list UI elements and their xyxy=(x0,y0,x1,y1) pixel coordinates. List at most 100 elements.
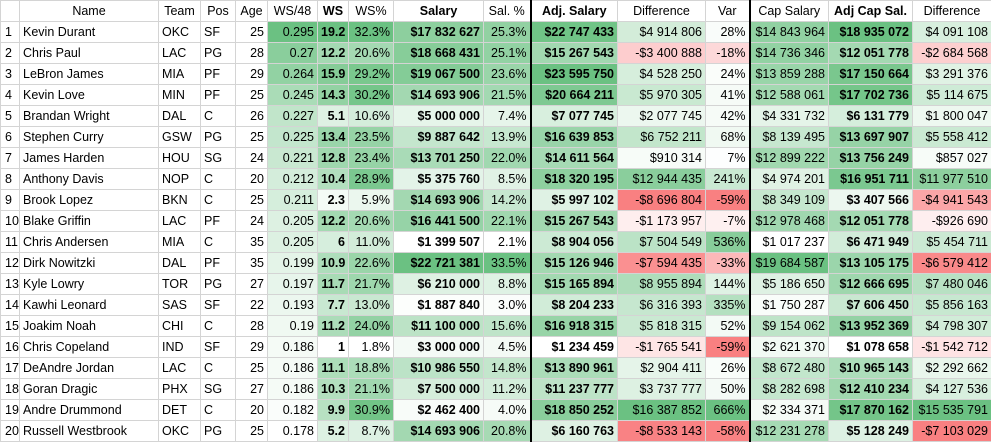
cell-adj-salary[interactable]: $15 126 946 xyxy=(531,253,618,274)
cell-ws48[interactable]: 0.193 xyxy=(268,295,318,316)
cell-position[interactable]: PG xyxy=(201,43,236,64)
cell-sal-pct[interactable]: 20.8% xyxy=(484,421,531,442)
cell-cap-difference[interactable]: -$1 542 712 xyxy=(913,337,991,358)
cell-ws-pct[interactable]: 30.2% xyxy=(349,85,394,106)
cell-adj-cap-salary[interactable]: $6 131 779 xyxy=(829,106,913,127)
cell-sal-pct[interactable]: 25.1% xyxy=(484,43,531,64)
cell-team[interactable]: TOR xyxy=(159,274,201,295)
cell-row-index[interactable]: 9 xyxy=(1,190,20,211)
cell-sal-pct[interactable]: 22.0% xyxy=(484,148,531,169)
cell-team[interactable]: MIN xyxy=(159,85,201,106)
cell-salary[interactable]: $16 441 500 xyxy=(394,211,484,232)
cell-position[interactable]: PF xyxy=(201,64,236,85)
cell-age[interactable]: 28 xyxy=(236,43,268,64)
cell-ws-pct[interactable]: 1.8% xyxy=(349,337,394,358)
cell-row-index[interactable]: 7 xyxy=(1,148,20,169)
cell-salary[interactable]: $7 500 000 xyxy=(394,379,484,400)
cell-ws48[interactable]: 0.186 xyxy=(268,337,318,358)
cell-difference[interactable]: $2 904 411 xyxy=(618,358,706,379)
cell-position[interactable]: SF xyxy=(201,22,236,43)
cell-sal-pct[interactable]: 15.6% xyxy=(484,316,531,337)
cell-position[interactable]: C xyxy=(201,358,236,379)
cell-ws48[interactable]: 0.186 xyxy=(268,379,318,400)
cell-ws48[interactable]: 0.205 xyxy=(268,232,318,253)
cell-var[interactable]: 7% xyxy=(706,148,750,169)
cell-ws-pct[interactable]: 20.6% xyxy=(349,43,394,64)
cell-ws-pct[interactable]: 21.7% xyxy=(349,274,394,295)
cell-salary[interactable]: $11 100 000 xyxy=(394,316,484,337)
cell-sal-pct[interactable]: 11.2% xyxy=(484,379,531,400)
col-header-ws-pct[interactable]: WS% xyxy=(349,1,394,22)
col-header-team[interactable]: Team xyxy=(159,1,201,22)
cell-sal-pct[interactable]: 3.0% xyxy=(484,295,531,316)
cell-adj-salary[interactable]: $16 639 853 xyxy=(531,127,618,148)
cell-team[interactable]: LAC xyxy=(159,211,201,232)
col-header-var[interactable]: Var xyxy=(706,1,750,22)
cell-adj-salary[interactable]: $1 234 459 xyxy=(531,337,618,358)
col-header-salary[interactable]: Salary xyxy=(394,1,484,22)
cell-position[interactable]: PF xyxy=(201,253,236,274)
cell-ws-pct[interactable]: 8.7% xyxy=(349,421,394,442)
cell-salary[interactable]: $2 462 400 xyxy=(394,400,484,421)
col-header-adj-salary[interactable]: Adj. Salary xyxy=(531,1,618,22)
cell-var[interactable]: 24% xyxy=(706,64,750,85)
cell-difference[interactable]: $6 316 393 xyxy=(618,295,706,316)
cell-age[interactable]: 25 xyxy=(236,85,268,106)
col-header-cap-difference[interactable]: Difference xyxy=(913,1,991,22)
cell-row-index[interactable]: 10 xyxy=(1,211,20,232)
cell-ws-pct[interactable]: 18.8% xyxy=(349,358,394,379)
cell-ws48[interactable]: 0.27 xyxy=(268,43,318,64)
cell-difference[interactable]: $12 944 435 xyxy=(618,169,706,190)
cell-sal-pct[interactable]: 23.6% xyxy=(484,64,531,85)
cell-sal-pct[interactable]: 7.4% xyxy=(484,106,531,127)
cell-team[interactable]: BKN xyxy=(159,190,201,211)
col-header-sal-pct[interactable]: Sal. % xyxy=(484,1,531,22)
cell-age[interactable]: 20 xyxy=(236,169,268,190)
cell-adj-cap-salary[interactable]: $18 935 072 xyxy=(829,22,913,43)
cell-player-name[interactable]: Andre Drummond xyxy=(20,400,159,421)
cell-team[interactable]: LAC xyxy=(159,43,201,64)
cell-cap-salary[interactable]: $2 334 371 xyxy=(750,400,829,421)
cell-ws[interactable]: 14.3 xyxy=(318,85,349,106)
cell-salary[interactable]: $14 693 906 xyxy=(394,85,484,106)
cell-ws[interactable]: 10.4 xyxy=(318,169,349,190)
cell-player-name[interactable]: Blake Griffin xyxy=(20,211,159,232)
cell-ws48[interactable]: 0.245 xyxy=(268,85,318,106)
cell-var[interactable]: 144% xyxy=(706,274,750,295)
cell-sal-pct[interactable]: 2.1% xyxy=(484,232,531,253)
cell-salary[interactable]: $14 693 906 xyxy=(394,421,484,442)
cell-ws[interactable]: 11.1 xyxy=(318,358,349,379)
cell-cap-salary[interactable]: $8 349 109 xyxy=(750,190,829,211)
cell-cap-salary[interactable]: $2 621 370 xyxy=(750,337,829,358)
cell-player-name[interactable]: Russell Westbrook xyxy=(20,421,159,442)
cell-var[interactable]: 42% xyxy=(706,106,750,127)
cell-player-name[interactable]: DeAndre Jordan xyxy=(20,358,159,379)
cell-age[interactable]: 29 xyxy=(236,64,268,85)
cell-difference[interactable]: -$1 173 957 xyxy=(618,211,706,232)
cell-var[interactable]: -59% xyxy=(706,190,750,211)
cell-ws48[interactable]: 0.211 xyxy=(268,190,318,211)
cell-position[interactable]: SG xyxy=(201,379,236,400)
cell-ws-pct[interactable]: 22.6% xyxy=(349,253,394,274)
cell-ws48[interactable]: 0.182 xyxy=(268,400,318,421)
cell-position[interactable]: C xyxy=(201,169,236,190)
cell-age[interactable]: 28 xyxy=(236,316,268,337)
col-header-difference[interactable]: Difference xyxy=(618,1,706,22)
cell-sal-pct[interactable]: 25.3% xyxy=(484,22,531,43)
cell-difference[interactable]: $4 914 806 xyxy=(618,22,706,43)
cell-difference[interactable]: -$8 533 143 xyxy=(618,421,706,442)
cell-difference[interactable]: $4 528 250 xyxy=(618,64,706,85)
cell-position[interactable]: PF xyxy=(201,211,236,232)
cell-position[interactable]: PG xyxy=(201,274,236,295)
cell-team[interactable]: OKC xyxy=(159,22,201,43)
cell-position[interactable]: C xyxy=(201,400,236,421)
cell-position[interactable]: C xyxy=(201,190,236,211)
